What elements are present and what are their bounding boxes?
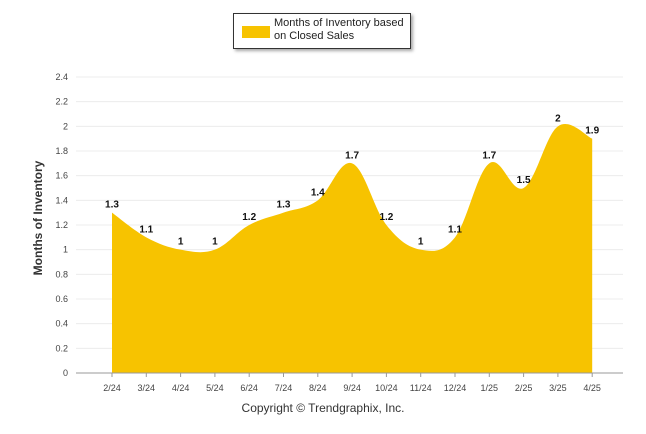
x-tick-label: 12/24 bbox=[444, 383, 467, 393]
y-tick-label: 2.4 bbox=[55, 72, 68, 82]
y-tick-label: 2.2 bbox=[55, 97, 68, 107]
data-label: 1.7 bbox=[345, 150, 359, 161]
series-area bbox=[112, 123, 593, 373]
x-tick-label: 1/25 bbox=[481, 383, 499, 393]
y-axis-title: Months of Inventory bbox=[31, 160, 45, 276]
data-label: 2 bbox=[555, 113, 561, 124]
x-tick-label: 3/24 bbox=[138, 383, 156, 393]
y-tick-label: 1 bbox=[63, 245, 68, 255]
y-tick-label: 0.2 bbox=[55, 343, 68, 353]
data-label: 1.3 bbox=[277, 200, 291, 211]
data-label: 1.2 bbox=[379, 212, 393, 223]
x-tick-label: 4/25 bbox=[583, 383, 601, 393]
x-tick-label: 10/24 bbox=[375, 383, 398, 393]
x-tick-label: 4/24 bbox=[172, 383, 190, 393]
data-label: 1.3 bbox=[105, 200, 119, 211]
x-tick-label: 3/25 bbox=[549, 383, 567, 393]
data-label: 1.1 bbox=[139, 224, 153, 235]
x-tick-label: 2/25 bbox=[515, 383, 533, 393]
x-tick-label: 2/24 bbox=[103, 383, 121, 393]
y-tick-label: 0.6 bbox=[55, 294, 68, 304]
data-label: 1 bbox=[418, 237, 424, 248]
x-tick-label: 6/24 bbox=[240, 383, 258, 393]
data-label: 1.4 bbox=[311, 187, 325, 198]
legend-swatch bbox=[242, 26, 270, 38]
y-tick-label: 1.6 bbox=[55, 171, 68, 181]
y-tick-label: 0.4 bbox=[55, 319, 68, 329]
data-label: 1.2 bbox=[242, 212, 256, 223]
y-tick-label: 1.8 bbox=[55, 146, 68, 156]
data-label: 1.7 bbox=[482, 150, 496, 161]
data-label: 1.1 bbox=[448, 224, 462, 235]
y-tick-label: 0 bbox=[63, 368, 68, 378]
legend-label: Months of Inventory based on Closed Sale… bbox=[274, 17, 404, 42]
x-tick-label: 7/24 bbox=[275, 383, 293, 393]
copyright-footer: Copyright © Trendgraphix, Inc. bbox=[241, 401, 405, 415]
y-tick-label: 2 bbox=[63, 121, 68, 131]
data-label: 1.5 bbox=[517, 175, 531, 186]
x-tick-label: 5/24 bbox=[206, 383, 224, 393]
x-tick-label: 9/24 bbox=[343, 383, 361, 393]
y-tick-label: 0.8 bbox=[55, 269, 68, 279]
legend: Months of Inventory based on Closed Sale… bbox=[233, 13, 411, 49]
y-tick-label: 1.2 bbox=[55, 220, 68, 230]
data-label: 1 bbox=[212, 237, 218, 248]
data-label: 1.9 bbox=[585, 126, 599, 137]
x-tick-label: 8/24 bbox=[309, 383, 327, 393]
x-tick-label: 11/24 bbox=[410, 383, 432, 393]
data-label: 1 bbox=[178, 237, 184, 248]
y-tick-label: 1.4 bbox=[55, 195, 68, 205]
